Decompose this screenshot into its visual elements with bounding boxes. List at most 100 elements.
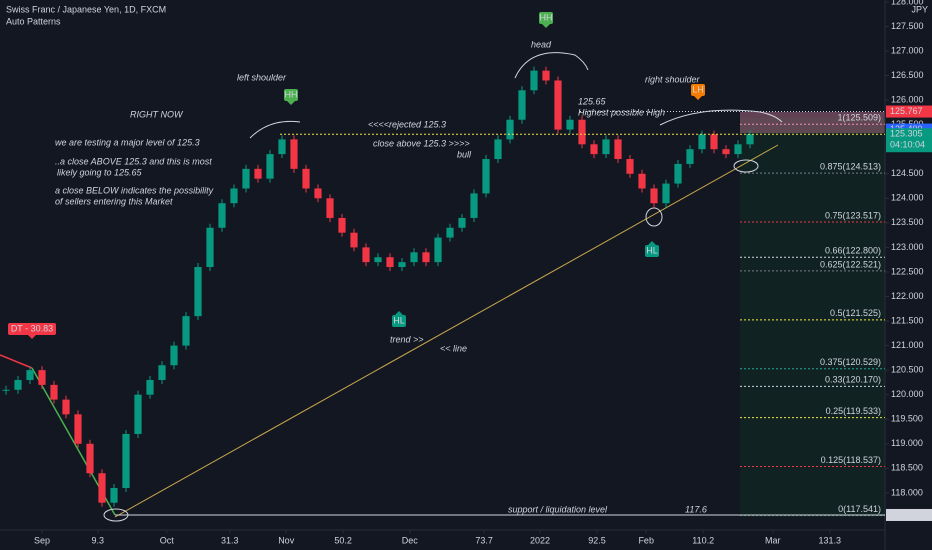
marker-pointer: [395, 311, 403, 315]
annotation: support / liquidation level: [508, 504, 608, 514]
candle: [134, 394, 142, 434]
candle: [686, 149, 694, 164]
annotation: left shoulder: [237, 72, 287, 82]
candle: [542, 70, 550, 81]
fib-label: 0.875(124.513): [820, 161, 881, 171]
annotation: of sellers entering this Market: [55, 196, 173, 206]
annotation: we are testing a major level of 125.3: [55, 137, 200, 147]
candle: [146, 379, 154, 395]
annotation: likely going to 125.65: [57, 167, 143, 177]
y-tick-label: 120.500: [891, 365, 924, 375]
x-tick-label: 73.7: [475, 535, 493, 545]
annotation: 125.65: [578, 96, 607, 106]
annotation: ..a close ABOVE 125.3 and this is most: [55, 156, 212, 166]
y-tick-label: 122.000: [891, 291, 924, 301]
fib-zone: [740, 118, 885, 517]
fib-label: 1(125.509): [837, 113, 881, 123]
fib-label: 0.66(122.800): [825, 246, 881, 256]
candle: [170, 345, 178, 366]
candle: [590, 144, 598, 155]
annotation: 117.6: [685, 504, 707, 514]
annotation: close above 125.3 >>>>: [373, 138, 470, 148]
candle: [506, 119, 514, 140]
circle: [645, 207, 663, 227]
candle: [98, 473, 106, 503]
candle: [50, 384, 58, 400]
pattern-marker: [645, 245, 659, 257]
price-label: 125.305: [890, 129, 923, 139]
price-label-box: [886, 105, 932, 118]
arc: [514, 52, 589, 79]
price-label: 125.767: [890, 106, 923, 116]
indicator-name: Auto Patterns: [6, 16, 61, 26]
trend-line: [114, 144, 779, 518]
x-tick-label: 50.2: [334, 535, 352, 545]
marker-pointer: [694, 96, 702, 100]
candle: [374, 257, 382, 263]
y-tick-label: 126.500: [891, 70, 924, 80]
candle: [386, 257, 394, 268]
y-tick-label: 119.000: [891, 438, 923, 448]
y-tick-label: 123.000: [891, 242, 924, 252]
candle: [122, 433, 130, 488]
annotation: bull: [457, 149, 472, 159]
candle: [290, 139, 298, 169]
pattern-marker: [539, 12, 553, 24]
x-tick-label: 110.2: [692, 535, 714, 545]
fib-label: 0.5(121.525): [830, 308, 881, 318]
candle: [434, 237, 442, 263]
marker-label: HL: [646, 245, 658, 255]
x-tick-label: Dec: [402, 535, 419, 545]
candle: [218, 203, 226, 228]
candle: [74, 414, 82, 444]
y-tick-label: 127.000: [891, 45, 924, 55]
candle: [578, 119, 586, 145]
candle: [158, 365, 166, 380]
x-tick-label: Oct: [160, 535, 175, 545]
pattern-marker: [284, 89, 298, 101]
marker-pointer: [648, 241, 656, 245]
x-tick-label: 131.3: [819, 535, 842, 545]
candle: [410, 252, 418, 263]
marker-pointer: [542, 24, 550, 28]
x-tick-label: 31.3: [221, 535, 239, 545]
y-tick-label: 126.000: [891, 94, 924, 104]
candle: [566, 119, 574, 130]
candle: [518, 90, 526, 120]
candle: [662, 183, 670, 204]
candle: [650, 188, 658, 204]
fib-label: 0.125(118.537): [821, 455, 881, 465]
x-tick-label: Mar: [765, 535, 781, 545]
marker-label: LH: [692, 84, 704, 94]
y-tick-label: 121.000: [891, 340, 924, 350]
countdown: 04:10:04: [890, 140, 925, 150]
candle: [530, 70, 538, 91]
candle: [674, 163, 682, 184]
candle: [398, 262, 406, 268]
candle: [350, 232, 358, 248]
price-label-box: [886, 128, 932, 153]
y-tick-label: 124.500: [891, 168, 924, 178]
candle: [638, 173, 646, 189]
candle: [362, 247, 370, 263]
fib-label: 0.625(122.521): [820, 259, 881, 269]
candle: [110, 487, 118, 503]
annotation: <<<<rejected 125.3: [368, 119, 446, 129]
candle: [26, 370, 34, 380]
candle: [2, 389, 10, 391]
candle: [494, 139, 502, 160]
pattern-marker: [8, 323, 56, 335]
candle: [314, 188, 322, 199]
annotation: a close BELOW indicates the possibility: [55, 185, 214, 195]
candle: [38, 370, 46, 385]
fib-label: 0.33(120.170): [825, 375, 881, 385]
candle: [554, 80, 562, 130]
fib-label: 0.375(120.529): [820, 357, 881, 367]
y-tick-label: 118.500: [891, 463, 923, 473]
candle: [338, 217, 346, 233]
annotation: trend >>: [390, 334, 424, 344]
candle: [446, 227, 454, 238]
pattern-marker: [392, 315, 406, 327]
candle: [482, 159, 490, 194]
chart-title: Swiss Franc / Japanese Yen, 1D, FXCM: [6, 4, 166, 14]
